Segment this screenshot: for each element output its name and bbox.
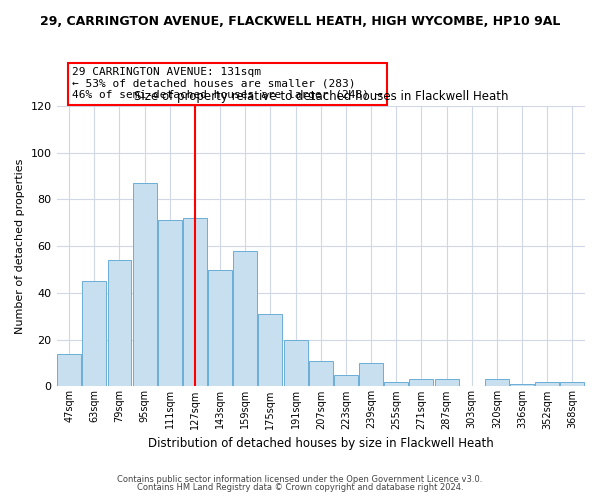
Bar <box>158 220 182 386</box>
Bar <box>284 340 308 386</box>
Bar <box>535 382 559 386</box>
Bar <box>183 218 207 386</box>
Bar <box>133 183 157 386</box>
Text: 29, CARRINGTON AVENUE, FLACKWELL HEATH, HIGH WYCOMBE, HP10 9AL: 29, CARRINGTON AVENUE, FLACKWELL HEATH, … <box>40 15 560 28</box>
Bar <box>434 380 458 386</box>
Bar <box>560 382 584 386</box>
Bar <box>208 270 232 386</box>
Bar <box>485 380 509 386</box>
Bar <box>57 354 81 386</box>
Bar <box>409 380 433 386</box>
Bar <box>334 374 358 386</box>
Bar <box>309 360 333 386</box>
Bar <box>510 384 534 386</box>
Title: Size of property relative to detached houses in Flackwell Heath: Size of property relative to detached ho… <box>134 90 508 104</box>
Bar <box>359 363 383 386</box>
Text: 29 CARRINGTON AVENUE: 131sqm
← 53% of detached houses are smaller (283)
46% of s: 29 CARRINGTON AVENUE: 131sqm ← 53% of de… <box>73 67 383 100</box>
Bar <box>259 314 283 386</box>
X-axis label: Distribution of detached houses by size in Flackwell Heath: Distribution of detached houses by size … <box>148 437 494 450</box>
Bar <box>82 281 106 386</box>
Y-axis label: Number of detached properties: Number of detached properties <box>15 158 25 334</box>
Text: Contains HM Land Registry data © Crown copyright and database right 2024.: Contains HM Land Registry data © Crown c… <box>137 484 463 492</box>
Text: Contains public sector information licensed under the Open Government Licence v3: Contains public sector information licen… <box>118 475 482 484</box>
Bar <box>107 260 131 386</box>
Bar <box>233 251 257 386</box>
Bar <box>385 382 408 386</box>
